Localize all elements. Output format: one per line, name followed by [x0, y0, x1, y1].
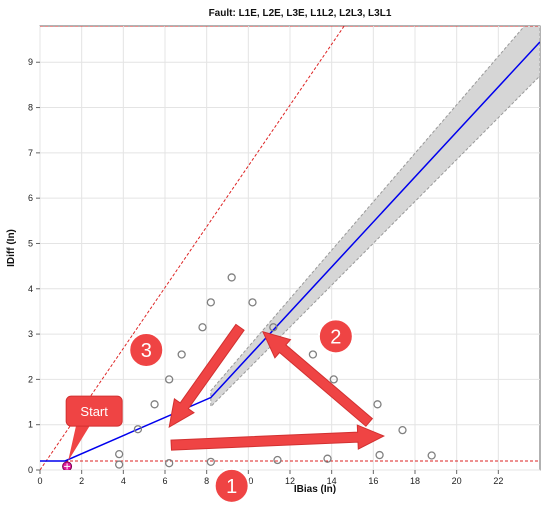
test-point [206, 298, 215, 307]
test-point [165, 459, 174, 468]
step-callout-3: 3 [128, 331, 165, 368]
y-tick-label: 8 [28, 103, 33, 113]
tolerance-band [210, 26, 540, 408]
y-axis-ticks: 0 1 2 3 4 5 6 7 8 9 [28, 57, 40, 475]
x-tick-label: 12 [285, 476, 295, 486]
x-axis-label: IBias (In) [294, 484, 336, 495]
start-label: Start [80, 404, 108, 419]
callout-box [65, 395, 123, 427]
start-point-marker [62, 461, 73, 470]
x-tick-label: 0 [37, 476, 42, 486]
test-point [273, 455, 282, 465]
step-badge [213, 467, 250, 504]
x-tick-label: 22 [493, 476, 503, 486]
test-point [375, 450, 384, 460]
chart-title: Fault: L1E, L2E, L3E, L1L2, L2L3, L3L1 [209, 8, 392, 19]
y-tick-label: 9 [28, 57, 33, 67]
test-point [427, 451, 436, 460]
test-point [373, 400, 382, 409]
y-tick-label: 1 [28, 420, 33, 430]
y-tick-label: 2 [28, 374, 33, 384]
annotation-arrow [170, 424, 385, 451]
x-tick-label: 4 [121, 476, 126, 486]
test-point [133, 425, 143, 434]
step-number: 1 [226, 476, 237, 498]
step-callout-1: 1 [213, 467, 250, 504]
x-tick-label: 2 [79, 476, 84, 486]
step-number: 2 [330, 326, 341, 348]
x-tick-label: 14 [327, 476, 337, 486]
test-point [398, 425, 407, 435]
test-point [308, 350, 318, 359]
step-number: 3 [141, 340, 152, 362]
test-point [329, 375, 338, 384]
test-point [323, 454, 332, 463]
annotation-arrow [168, 323, 245, 428]
x-axis-ticks: 0246810121416182022 [37, 470, 503, 486]
x-tick-label: 16 [368, 476, 378, 486]
y-tick-label: 4 [28, 284, 33, 294]
test-point [227, 273, 236, 282]
x-tick-label: 6 [162, 476, 167, 486]
test-point [248, 298, 257, 307]
x-tick-label: 8 [204, 476, 209, 486]
x-tick-label: 20 [452, 476, 462, 486]
y-axis-label: IDiff (In) [6, 229, 17, 267]
test-point [269, 323, 278, 332]
y-tick-label: 5 [28, 238, 33, 248]
plot-content [40, 26, 540, 470]
y-tick-label: 3 [28, 329, 33, 339]
test-point [150, 400, 159, 409]
y-tick-label: 0 [28, 465, 33, 475]
y-tick-label: 7 [28, 148, 33, 158]
test-point [177, 350, 186, 359]
step-badge [317, 318, 354, 355]
x-tick-label: 18 [410, 476, 420, 486]
step-badge [128, 331, 165, 368]
test-point [165, 375, 174, 384]
y-tick-label: 6 [28, 193, 33, 203]
step-callout-2: 2 [317, 318, 354, 355]
callout-pointer [68, 425, 91, 461]
test-point [206, 457, 215, 466]
test-point [198, 323, 207, 332]
test-point [115, 460, 124, 469]
annotation-arrow [261, 331, 374, 427]
characteristic-line [40, 41, 540, 462]
test-point [115, 449, 124, 459]
start-callout: Start [65, 395, 123, 461]
